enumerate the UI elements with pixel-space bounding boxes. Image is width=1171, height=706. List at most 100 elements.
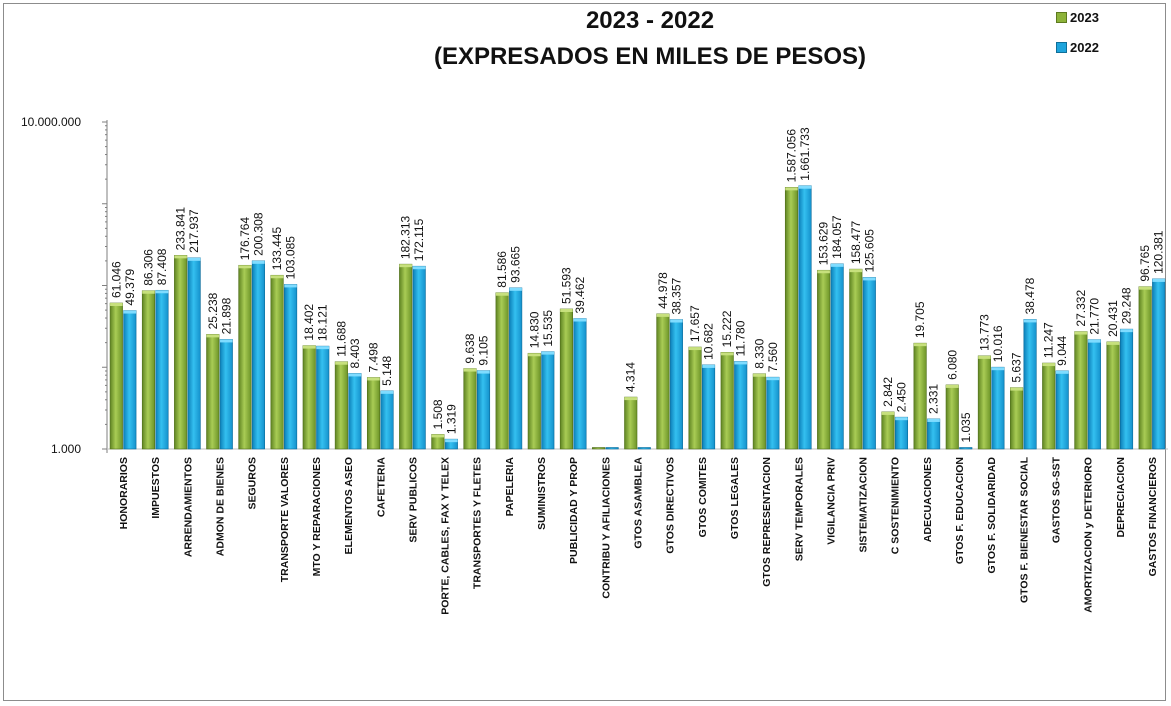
bar-cap-2022-9 xyxy=(412,266,426,270)
data-label-2023-7: 11.688 xyxy=(334,321,348,357)
data-label-2023-19: 15.222 xyxy=(720,310,734,347)
data-label-2022-29: 9.044 xyxy=(1055,335,1069,365)
bar-cap-2023-9 xyxy=(399,264,412,268)
data-label-2023-28: 5.637 xyxy=(1010,352,1024,382)
data-label-2023-30: 27.332 xyxy=(1074,290,1088,327)
data-label-2022-24: 2.450 xyxy=(894,382,908,412)
data-label-2023-18: 17.657 xyxy=(688,305,702,342)
bar-2023-2 xyxy=(174,255,188,450)
bar-cap-2022-12 xyxy=(509,287,522,291)
x-tick-label: GTOS DIRECTIVOS xyxy=(665,457,677,554)
chart-frame xyxy=(3,3,1166,701)
legend-label-2022: 2022 xyxy=(1070,39,1099,55)
bar-cap-2023-24 xyxy=(881,411,895,415)
data-label-2022-28: 38.478 xyxy=(1023,277,1037,314)
data-label-2022-3: 21.898 xyxy=(219,297,233,334)
data-label-2023-3: 25.238 xyxy=(206,292,220,329)
bar-2023-24 xyxy=(881,411,895,450)
bar-2022-6 xyxy=(316,345,330,450)
x-tick-label: AMORTIZACION y DETERIORO xyxy=(1083,457,1095,613)
bar-2023-27 xyxy=(977,355,991,450)
data-label-2022-13: 15.535 xyxy=(541,310,555,347)
data-label-2022-1: 87.408 xyxy=(155,248,169,285)
bar-cap-2023-31 xyxy=(1106,341,1120,345)
bar-cap-2022-19 xyxy=(734,361,747,365)
data-label-2022-4: 200.308 xyxy=(251,212,265,256)
data-label-2023-12: 81.586 xyxy=(495,251,509,288)
bar-cap-2023-28 xyxy=(1010,387,1023,391)
bar-cap-2022-6 xyxy=(316,346,329,350)
bar-cap-2022-21 xyxy=(798,185,812,189)
bar-cap-2023-0 xyxy=(110,303,123,307)
bar-2022-23 xyxy=(862,277,876,450)
x-tick-label: CAFETERIA xyxy=(375,457,387,518)
x-tick-label: SUMINISTROS xyxy=(536,457,548,530)
x-tick-label: GTOS ASAMBLEA xyxy=(633,457,645,549)
bar-2023-25 xyxy=(913,342,927,450)
chart-legend: 2023 2022 xyxy=(1056,2,1099,62)
data-label-2022-20: 7.560 xyxy=(766,342,780,372)
data-label-2023-10: 1.508 xyxy=(431,399,445,429)
bar-2022-2 xyxy=(187,257,201,450)
data-label-2022-7: 8.403 xyxy=(348,338,362,368)
bar-2023-6 xyxy=(302,345,316,450)
data-label-2022-5: 103.085 xyxy=(284,236,298,280)
bar-2022-13 xyxy=(541,351,555,450)
x-tick-label: GTOS F. SOLIDARIDAD xyxy=(986,457,998,574)
bar-2022-22 xyxy=(830,263,844,450)
x-tick-label: GTOS COMITES xyxy=(697,457,709,537)
bar-2023-0 xyxy=(109,302,123,450)
bar-cap-2023-18 xyxy=(688,347,702,351)
bar-cap-2023-6 xyxy=(302,345,316,349)
bar-2022-20 xyxy=(766,376,780,450)
bar-2023-26 xyxy=(945,384,959,450)
x-tick-label: PORTE, CABLES, FAX Y TELEX xyxy=(440,457,452,615)
bar-cap-2022-25 xyxy=(927,418,940,422)
bar-2022-30 xyxy=(1087,339,1101,450)
bar-2022-24 xyxy=(894,416,909,450)
bar-cap-2022-10 xyxy=(445,439,458,443)
bar-cap-2022-22 xyxy=(830,263,844,267)
bar-2023-16 xyxy=(624,396,638,450)
bar-cap-2022-8 xyxy=(380,390,394,394)
x-tick-label: TRANSPORTES Y FLETES xyxy=(472,457,484,589)
x-tick-label: SEGUROS xyxy=(247,457,259,510)
x-tick-label: SISTEMATIZACION xyxy=(858,457,870,552)
data-label-2023-17: 44.978 xyxy=(656,272,670,309)
data-label-2023-23: 158.477 xyxy=(849,220,863,264)
bar-cap-2022-23 xyxy=(863,277,876,281)
x-tick-label: GTOS F. EDUCACION xyxy=(954,457,966,564)
data-label-2023-6: 18.402 xyxy=(302,304,316,341)
bar-cap-2022-27 xyxy=(991,367,1005,371)
data-label-2022-17: 38.357 xyxy=(669,277,683,314)
bar-2023-30 xyxy=(1074,331,1088,450)
bar-cap-2023-12 xyxy=(495,292,509,296)
data-label-2022-22: 184.057 xyxy=(830,215,844,259)
data-label-2022-14: 39.462 xyxy=(573,276,587,313)
bar-2023-5 xyxy=(270,274,284,450)
bar-2022-32 xyxy=(1152,278,1166,450)
bar-2023-21 xyxy=(784,187,799,450)
x-tick-label: GASTOS FINANCIEROS xyxy=(1147,457,1159,576)
bar-2023-4 xyxy=(238,264,252,450)
bar-cap-2023-20 xyxy=(753,373,766,377)
bar-cap-2023-30 xyxy=(1074,331,1088,335)
bar-cap-2022-2 xyxy=(187,257,201,261)
x-tick-label: ADMON DE BIENES xyxy=(215,457,227,556)
bar-cap-2022-32 xyxy=(1152,278,1165,282)
bar-cap-2022-18 xyxy=(702,364,715,368)
data-label-2023-8: 7.498 xyxy=(367,342,381,372)
bar-2022-16 xyxy=(637,447,651,450)
bar-2023-14 xyxy=(559,308,573,450)
bar-2023-28 xyxy=(1010,387,1024,450)
bar-cap-2022-28 xyxy=(1023,319,1037,323)
bar-2023-11 xyxy=(463,368,477,450)
bar-2022-19 xyxy=(734,361,748,450)
bar-2023-1 xyxy=(141,290,156,450)
bar-2022-18 xyxy=(702,364,716,450)
bar-cap-2022-7 xyxy=(348,373,362,377)
data-label-2022-21: 1.661.733 xyxy=(798,127,812,181)
bar-cap-2022-20 xyxy=(766,377,780,381)
y-tick-label: 1.000 xyxy=(51,442,81,456)
